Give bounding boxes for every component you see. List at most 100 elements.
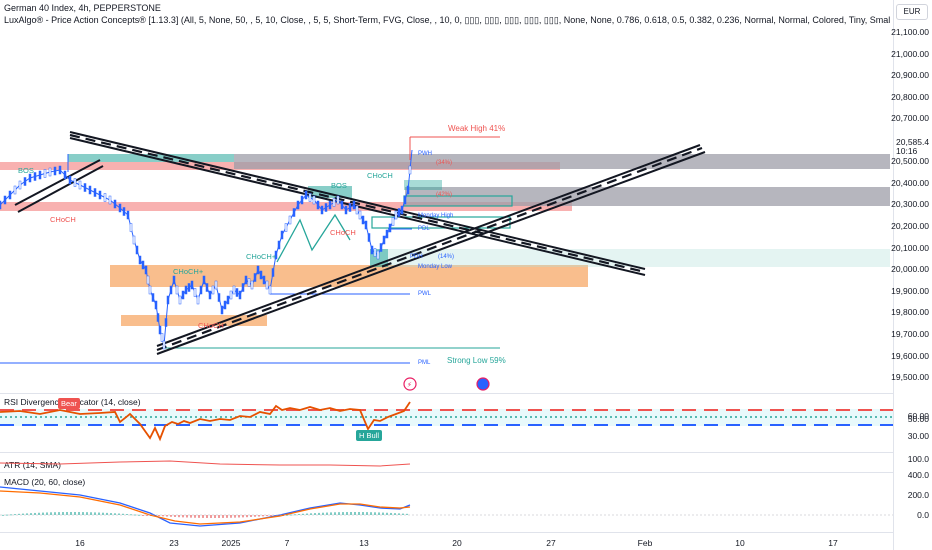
macd-histogram-bar (210, 515, 212, 518)
macd-histogram-bar (186, 515, 188, 518)
time-tick: 7 (284, 538, 290, 548)
candle (33, 172, 37, 181)
bull-divergence-tag: H Bull (356, 430, 383, 441)
candle (138, 255, 142, 265)
macd-histogram-bar (354, 512, 356, 515)
macd-histogram-bar (318, 512, 320, 515)
price-tick: 20,000.00 (891, 264, 929, 274)
candle (235, 288, 239, 297)
time-tick: 23 (169, 538, 179, 548)
macd-histogram-bar (334, 512, 336, 515)
orange-zone-lower (121, 315, 267, 326)
indicator-legend[interactable]: LuxAlgo® - Price Action Concepts® [1.13.… (4, 15, 890, 25)
macd-histogram-bar (270, 515, 272, 516)
candle (73, 178, 77, 187)
candle (408, 165, 412, 175)
candle (271, 268, 275, 277)
macd-histogram-bar (82, 512, 84, 515)
currency-selector[interactable]: EUR (896, 4, 928, 20)
price-tick: 21,100.00 (891, 27, 929, 37)
price-tick: 20,300.00 (891, 199, 929, 209)
candle (226, 295, 230, 305)
candle (126, 210, 130, 220)
macd-histogram-bar (6, 514, 8, 516)
rsi-tick: 60.00 (907, 411, 929, 421)
candle (43, 169, 47, 178)
candle (118, 203, 122, 213)
macd-histogram-bar (374, 512, 376, 515)
monday-low-label: Monday Low (418, 264, 453, 270)
candle (28, 173, 32, 183)
atr-pane[interactable] (0, 453, 893, 472)
candle (63, 170, 67, 180)
candle (355, 205, 359, 215)
macd-histogram-bar (402, 513, 404, 515)
candle (379, 243, 383, 252)
pml-label: PML (418, 360, 431, 366)
candle (340, 200, 344, 210)
macd-histogram-bar (90, 512, 92, 515)
candle (253, 273, 257, 282)
macd-label[interactable]: MACD (20, 60, close) (4, 477, 86, 487)
macd-histogram-bar (230, 515, 232, 518)
macd-histogram-bar (14, 514, 16, 516)
macd-histogram-bar (234, 515, 236, 518)
candle (135, 245, 139, 255)
candle (98, 190, 102, 200)
macd-histogram-bar (330, 512, 332, 515)
price-tick: 20,200.00 (891, 221, 929, 231)
rsi-pane[interactable] (0, 394, 893, 452)
candle (364, 220, 368, 230)
candle (223, 300, 227, 310)
pdl-label: PDL (418, 226, 430, 232)
gray-zone-upper (234, 154, 890, 169)
macd-histogram-bar (390, 512, 392, 515)
macd-histogram-bar (382, 512, 384, 515)
candle (241, 283, 245, 292)
candle (328, 200, 332, 210)
candle (8, 190, 12, 200)
choch-plus-label-1: CHoCH+ (173, 267, 204, 276)
time-tick: Feb (637, 538, 653, 548)
candle (78, 180, 82, 190)
macd-histogram-bar (94, 512, 96, 515)
macd-histogram-bar (42, 512, 44, 515)
strong-low-label: Strong Low 59% (447, 356, 506, 365)
macd-histogram-bar (302, 513, 304, 515)
macd-histogram-bar (246, 515, 248, 518)
bar-countdown: 10:16 (896, 146, 918, 156)
event-icon (476, 377, 490, 391)
candle (324, 203, 328, 212)
macd-histogram-bar (194, 515, 196, 518)
macd-histogram-bar (58, 512, 60, 515)
candle (211, 285, 215, 295)
macd-histogram-bar (126, 513, 128, 515)
price-tick: 20,700.00 (891, 113, 929, 123)
tag-14-label: (14%) (438, 254, 455, 260)
macd-histogram-bar (158, 515, 160, 517)
candle (292, 208, 296, 217)
macd-histogram-bar (50, 512, 52, 515)
macd-histogram-bar (366, 512, 368, 515)
macd-histogram-bar (182, 515, 184, 518)
pane-separator-rsi[interactable] (0, 393, 893, 394)
macd-histogram-bar (306, 513, 308, 515)
candle (38, 170, 42, 180)
pane-separator-atr[interactable] (0, 452, 893, 453)
lightning-icon (403, 377, 417, 391)
macd-pane[interactable] (0, 473, 893, 532)
macd-histogram-bar (322, 512, 324, 515)
bos-label-left: BOS (18, 166, 34, 175)
price-axis[interactable]: 21,100.00 21,000.00 20,900.00 20,800.00 … (891, 0, 932, 550)
pane-separator-macd[interactable] (0, 472, 893, 473)
candle (141, 260, 145, 270)
macd-histogram-bar (226, 515, 228, 518)
chart-canvas[interactable]: ⚡ (0, 0, 893, 550)
candle (175, 285, 179, 295)
macd-histogram-bar (342, 512, 344, 515)
pdh-label: PDH (410, 254, 423, 260)
atr-label[interactable]: ATR (14, SMA) (4, 460, 61, 470)
candle (193, 288, 197, 297)
candle (196, 295, 200, 305)
candle (68, 175, 72, 185)
